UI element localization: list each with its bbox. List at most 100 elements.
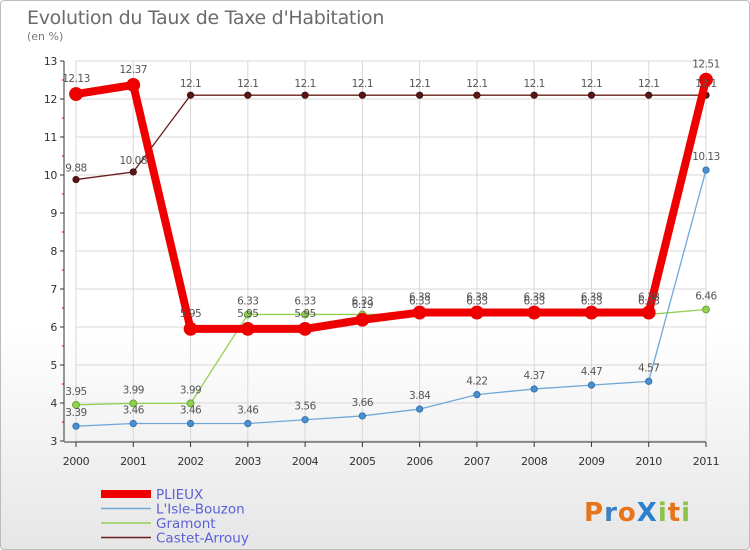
y-tick-label: 11 <box>44 131 57 144</box>
data-label-l-isle-bouzon: 3.46 <box>123 405 145 417</box>
data-label-gramont: 3.99 <box>123 384 144 396</box>
data-point-plieux <box>183 321 198 336</box>
data-point-l-isle-bouzon <box>186 419 195 428</box>
series-layer <box>69 72 713 430</box>
data-label-gramont: 6.33 <box>523 295 544 307</box>
data-label-l-isle-bouzon: 3.46 <box>180 405 202 417</box>
data-label-castet-arrouy: 12.1 <box>294 78 315 90</box>
axis-layer: 3 4 5 6 7 8 9 10 11 12 13 2000 2001 2002 2003 2004 2005 2… <box>44 55 720 468</box>
data-label-l-isle-bouzon: 3.46 <box>237 405 259 417</box>
data-label-gramont: 6.33 <box>581 295 602 307</box>
grid-layer <box>75 60 707 442</box>
data-label-gramont: 6.33 <box>409 295 430 307</box>
x-tick-label: 2002 <box>177 455 203 468</box>
series-line-castet-arrouy <box>75 94 706 181</box>
data-point-plieux <box>584 305 599 320</box>
legend-label-plieux: PLIEUX <box>156 487 203 503</box>
data-label-gramont: 6.33 <box>237 295 258 307</box>
data-point-plieux <box>470 305 484 320</box>
data-label-l-isle-bouzon: 3.66 <box>352 397 374 409</box>
data-point-gramont <box>243 310 252 319</box>
x-tick-label: 2008 <box>521 455 548 468</box>
data-label-l-isle-bouzon: 3.39 <box>65 407 86 419</box>
data-point-plieux <box>240 321 255 336</box>
data-label-plieux: 5.95 <box>294 308 315 320</box>
series-line-plieux <box>75 78 710 333</box>
data-label-castet-arrouy: 12.1 <box>237 78 258 90</box>
data-point-plieux <box>298 321 312 336</box>
data-label-castet-arrouy: 12.1 <box>638 78 659 90</box>
data-label-l-isle-bouzon: 10.13 <box>692 151 720 163</box>
data-label-gramont: 6.33 <box>294 295 315 307</box>
x-tick-label: 2006 <box>406 455 433 468</box>
x-tick-label: 2010 <box>636 455 663 468</box>
data-point-plieux <box>527 305 542 320</box>
x-tick-label: 2007 <box>464 455 491 468</box>
x-tick-label: 2005 <box>349 455 376 468</box>
x-tick-label: 2004 <box>292 455 319 468</box>
data-point-plieux <box>699 72 713 87</box>
y-tick-label: 6 <box>50 321 57 334</box>
data-point-plieux <box>69 87 83 101</box>
data-label-plieux: 6.38 <box>466 292 487 304</box>
data-label-l-isle-bouzon: 3.56 <box>294 401 316 413</box>
data-point-castet-arrouy <box>587 91 596 99</box>
data-point-castet-arrouy <box>530 91 538 99</box>
legend-label-gramont: Gramont <box>156 516 216 532</box>
data-label-gramont: 3.99 <box>180 384 201 396</box>
data-point-l-isle-bouzon <box>587 381 596 389</box>
data-point-castet-arrouy <box>473 91 481 99</box>
data-point-gramont <box>129 399 138 408</box>
y-tick-label: 12 <box>44 93 57 106</box>
data-label-l-isle-bouzon: 4.57 <box>638 362 659 374</box>
data-point-l-isle-bouzon <box>702 166 710 174</box>
data-label-plieux: 6.38 <box>409 292 430 304</box>
data-point-gramont <box>301 310 309 319</box>
y-tick-label: 10 <box>44 169 58 182</box>
data-point-castet-arrouy <box>301 91 309 99</box>
data-point-l-isle-bouzon <box>244 419 252 428</box>
data-label-gramont: 6.33 <box>466 295 487 307</box>
data-label-plieux: 6.38 <box>581 292 602 304</box>
logo-letter: i <box>681 498 691 528</box>
data-label-l-isle-bouzon: 3.84 <box>409 390 431 402</box>
data-label-l-isle-bouzon: 4.47 <box>581 366 602 378</box>
logo-layer: ProXiti <box>584 498 691 528</box>
data-point-l-isle-bouzon <box>358 412 366 420</box>
data-label-castet-arrouy: 12.1 <box>581 78 602 90</box>
logo-letter: o <box>618 498 637 528</box>
data-label-gramont: 3.95 <box>65 386 86 398</box>
chart-subtitle: (en %) <box>27 30 64 43</box>
series-line-gramont <box>75 308 707 406</box>
data-point-castet-arrouy <box>72 175 80 184</box>
data-point-l-isle-bouzon <box>473 391 481 399</box>
data-point-l-isle-bouzon <box>301 416 309 424</box>
data-label-plieux: 5.95 <box>180 308 201 320</box>
y-tick-label: 13 <box>44 55 58 68</box>
data-label-plieux: 6.38 <box>638 292 659 304</box>
data-label-castet-arrouy: 10.08 <box>119 155 147 167</box>
logo-letter: t <box>668 498 681 528</box>
data-point-l-isle-bouzon <box>129 419 137 428</box>
data-point-castet-arrouy <box>358 91 366 99</box>
data-label-plieux: 12.13 <box>62 73 90 85</box>
data-label-castet-arrouy: 12.1 <box>409 78 430 90</box>
data-point-castet-arrouy <box>186 91 195 99</box>
logo-letter: i <box>658 498 668 528</box>
data-point-castet-arrouy <box>416 91 424 99</box>
data-point-plieux <box>641 305 656 320</box>
data-point-castet-arrouy <box>645 91 653 99</box>
data-label-castet-arrouy: 9.88 <box>65 163 86 175</box>
data-point-castet-arrouy <box>129 168 137 176</box>
data-label-gramont: 6.33 <box>352 295 373 307</box>
y-tick-label: 4 <box>50 397 57 410</box>
data-label-l-isle-bouzon: 4.22 <box>466 376 487 388</box>
data-label-castet-arrouy: 12.1 <box>695 78 716 90</box>
data-label-castet-arrouy: 12.1 <box>523 78 544 90</box>
proxiti-logo: ProXiti <box>584 498 691 528</box>
legend-label-l-isle-bouzon: L'Isle-Bouzon <box>156 502 245 518</box>
data-point-plieux <box>355 312 370 327</box>
logo-letter: P <box>584 498 604 528</box>
